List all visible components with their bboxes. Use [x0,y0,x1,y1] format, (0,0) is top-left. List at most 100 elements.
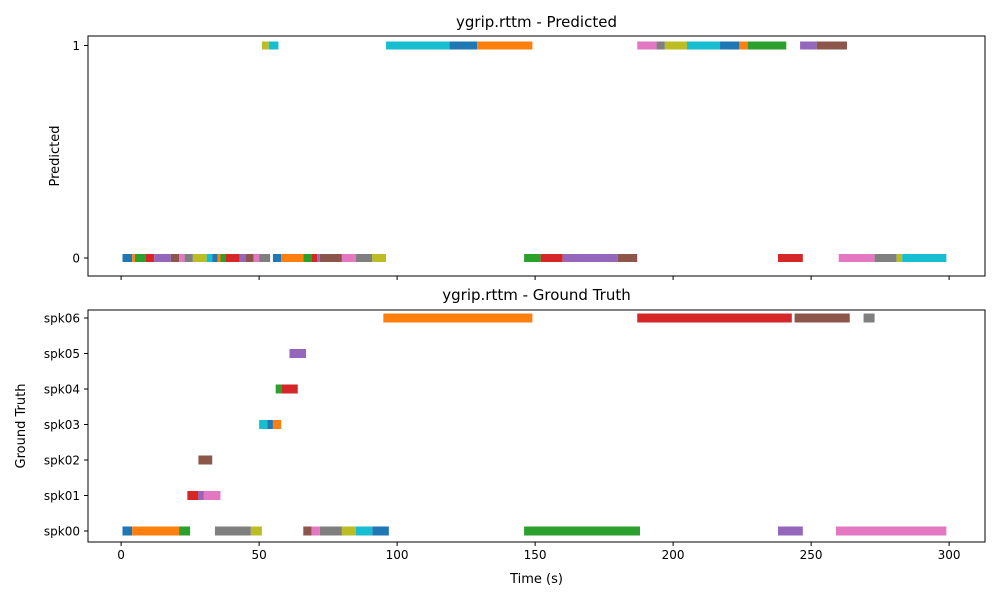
segment-0-0 [122,254,133,262]
segment-spk00-2 [179,526,191,536]
segment-spk06-27 [863,313,875,323]
ground-truth-ylabel: Ground Truth [14,384,29,469]
segment-spk06-26 [794,313,850,323]
segment-spk00-5 [303,526,312,536]
segment-spk03-20 [272,420,282,429]
segment-1-48 [800,41,817,50]
segment-0-6 [179,254,185,262]
segment-1-41 [637,41,657,50]
predicted-ticks: 01 [72,39,950,280]
segment-spk00-8 [341,526,356,536]
y-tick-label-0: 0 [72,252,80,266]
segment-1-49 [816,41,847,50]
segment-1-46 [739,41,748,50]
segment-0-20 [303,254,312,262]
segment-0-5 [170,254,180,262]
segment-0-12 [220,254,226,262]
segment-0-3 [145,254,155,262]
y-tick-label-spk00: spk00 [44,525,80,539]
segment-0-18 [272,254,282,262]
segment-spk03-19 [267,420,273,429]
x-tick-label-100: 100 [386,548,409,562]
segment-0-2 [134,254,146,262]
segment-spk04-21 [275,384,282,394]
ground-truth-xlabel: Time (s) [509,572,563,587]
segment-1-39 [449,41,478,50]
segment-0-32 [838,254,875,262]
segment-spk00-13 [835,526,947,536]
segment-spk06-24 [383,313,533,323]
segment-1-37 [268,41,279,50]
segment-spk00-11 [524,526,640,536]
segment-0-34 [896,254,903,262]
segment-0-11 [217,254,221,262]
segment-1-40 [477,41,533,50]
segment-spk04-22 [281,384,298,394]
segment-0-4 [154,254,171,262]
segment-1-45 [720,41,740,50]
predicted-panel: 01 ygrip.rttm - Predicted Predicted [48,13,986,280]
segment-spk00-3 [214,526,251,536]
segment-0-10 [212,254,218,262]
y-tick-label-spk02: spk02 [44,454,80,468]
segment-0-9 [206,254,213,262]
y-tick-label-spk01: spk01 [44,489,80,503]
segment-0-24 [341,254,356,262]
x-tick-label-250: 250 [800,548,823,562]
segment-0-28 [540,254,563,262]
segment-0-8 [192,254,207,262]
predicted-segments [122,41,947,262]
x-tick-label-150: 150 [524,548,547,562]
segment-0-29 [562,254,618,262]
segment-1-43 [664,41,687,50]
segment-spk00-0 [122,526,133,536]
segment-spk00-9 [355,526,373,536]
segment-0-31 [778,254,803,262]
segment-0-35 [902,254,947,262]
segment-0-33 [874,254,897,262]
segment-0-16 [253,254,260,262]
predicted-plot-frame [87,35,986,277]
x-tick-label-300: 300 [938,548,961,562]
segment-spk01-16 [203,491,221,500]
x-tick-label-200: 200 [662,548,685,562]
segment-0-13 [226,254,240,262]
predicted-ylabel: Predicted [48,125,63,186]
segment-1-42 [656,41,665,50]
y-tick-label-spk04: spk04 [44,383,80,397]
ground-truth-segments [122,313,947,536]
segment-spk00-10 [372,526,389,536]
ground-truth-ticks: 0 50 100 150 200 250 300 spk00 spk01 spk02 spk03 sp… [44,312,961,563]
segment-0-15 [245,254,254,262]
segment-0-21 [311,254,318,262]
segment-spk03-18 [259,420,268,429]
y-tick-label-spk05: spk05 [44,347,80,361]
segment-0-26 [372,254,387,262]
segment-spk01-15 [198,491,204,500]
ground-truth-title: ygrip.rttm - Ground Truth [442,286,630,304]
predicted-title: ygrip.rttm - Predicted [456,13,617,31]
x-tick-label-50: 50 [251,548,266,562]
segment-0-17 [259,254,271,262]
y-tick-label-spk03: spk03 [44,418,80,432]
ground-truth-panel: 0 50 100 150 200 250 300 spk00 spk01 spk02 spk03 sp… [14,286,986,587]
x-tick-label-0: 0 [117,548,125,562]
segment-0-19 [281,254,304,262]
segment-0-25 [355,254,373,262]
segment-spk00-12 [778,526,803,536]
y-tick-label-1: 1 [72,39,80,53]
segment-1-38 [386,41,450,50]
segment-spk00-4 [250,526,262,536]
segment-1-36 [261,41,269,50]
segment-0-7 [184,254,193,262]
segment-0-27 [524,254,541,262]
segment-spk00-6 [311,526,320,536]
segment-spk00-7 [319,526,342,536]
segment-0-14 [239,254,246,262]
segment-spk00-1 [132,526,180,536]
segment-spk01-14 [187,491,199,500]
segment-spk05-23 [289,349,307,358]
segment-0-30 [617,254,638,262]
